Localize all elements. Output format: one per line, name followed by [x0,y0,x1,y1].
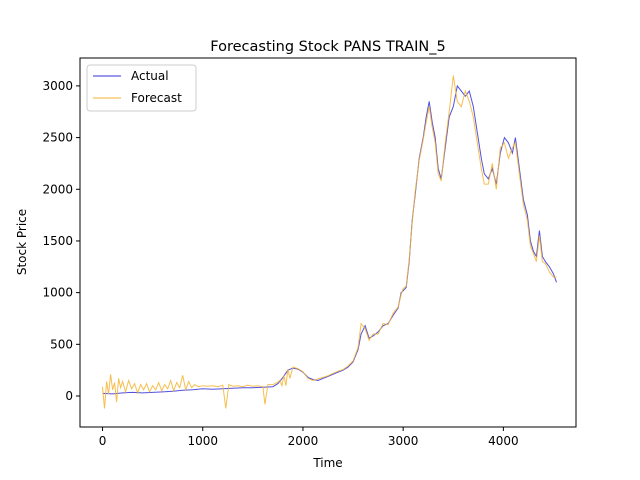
y-axis-label: Stock Price [15,209,29,275]
x-tick-label: 4000 [488,434,519,448]
y-tick-label: 500 [50,337,73,351]
legend: Actual Forecast [86,64,197,112]
x-tick-label: 1000 [187,434,218,448]
y-tick-label: 2500 [42,131,73,145]
y-tick-label: 1500 [42,234,73,248]
x-tick-label: 3000 [388,434,419,448]
legend-label-forecast: Forecast [131,91,182,105]
x-axis: 0 1000 2000 3000 4000 [99,427,519,448]
y-tick-label: 3000 [42,79,73,93]
y-axis: 0 500 1000 1500 2000 2500 3000 [42,79,80,403]
y-tick-label: 0 [65,389,73,403]
series-line-actual [102,84,557,395]
y-tick-label: 1000 [42,286,73,300]
series-layer [102,75,557,409]
plot-frame [79,57,577,428]
chart-title: Forecasting Stock PANS TRAIN_5 [210,39,445,55]
y-tick-label: 2000 [42,182,73,196]
x-tick-label: 2000 [288,434,319,448]
series-line-forecast [102,75,557,409]
x-axis-label: Time [312,456,342,470]
legend-label-actual: Actual [131,69,169,83]
x-tick-label: 0 [99,434,107,448]
